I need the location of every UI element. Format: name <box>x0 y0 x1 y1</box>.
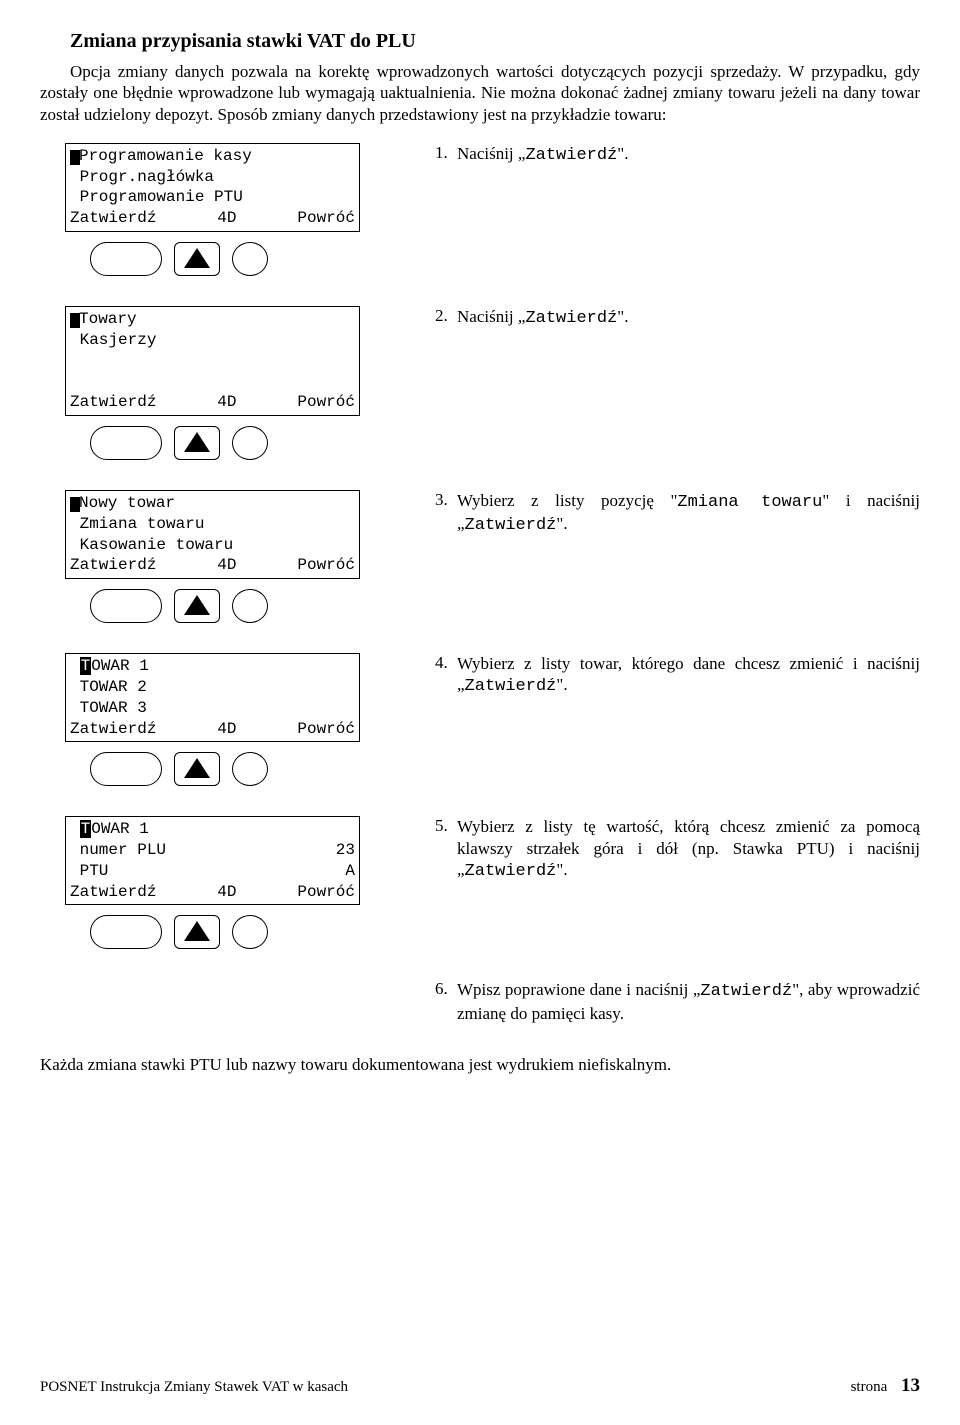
lcd-line: Programowanie PTU <box>70 187 355 208</box>
lcd-line: Kasowanie towaru <box>70 535 355 556</box>
section-heading: Zmiana przypisania stawki VAT do PLU <box>70 30 920 53</box>
lcd-line: TOWAR 3 <box>70 698 355 719</box>
lcd-line: TOWAR 1 <box>70 656 355 677</box>
cursor-icon <box>70 497 80 512</box>
closing-paragraph: Każda zmiana stawki PTU lub nazwy towaru… <box>40 1054 920 1076</box>
step-row: Nowy towar Zmiana towaru Kasowanie towar… <box>40 490 920 623</box>
lcd-line: TOWAR 1 <box>70 819 355 840</box>
lcd-line: TOWAR 2 <box>70 677 355 698</box>
button-row <box>90 752 390 786</box>
up-arrow-icon[interactable] <box>174 915 220 949</box>
button-back[interactable] <box>232 589 268 623</box>
lcd-display: Nowy towar Zmiana towaru Kasowanie towar… <box>65 490 360 579</box>
step-row: Programowanie kasy Progr.nagłówka Progra… <box>40 143 920 276</box>
button-confirm[interactable] <box>90 426 162 460</box>
steps-container: Programowanie kasy Progr.nagłówka Progra… <box>40 143 920 950</box>
step-left: TOWAR 1 numer PLU23 PTUAZatwierdź4DPowró… <box>65 816 390 949</box>
lcd-display: Towary Kasjerzy Zatwierdź4DPowróć <box>65 306 360 416</box>
step-left: Towary Kasjerzy Zatwierdź4DPowróć <box>65 306 390 460</box>
cursor-icon <box>70 150 80 165</box>
step-number: 1. <box>435 143 457 163</box>
lcd-display: TOWAR 1 TOWAR 2 TOWAR 3Zatwierdź4DPowróć <box>65 653 360 742</box>
lcd-line <box>70 351 355 372</box>
step-right: 3.Wybierz z listy pozycję "Zmiana towaru… <box>390 490 920 537</box>
button-row <box>90 915 390 949</box>
lcd-footer: Zatwierdź4DPowróć <box>70 555 355 576</box>
step-right: 2.Naciśnij „Zatwierdź". <box>390 306 920 329</box>
lcd-footer: Zatwierdź4DPowróć <box>70 719 355 740</box>
lcd-display: Programowanie kasy Progr.nagłówka Progra… <box>65 143 360 232</box>
lcd-line: Programowanie kasy <box>70 146 355 167</box>
step-number: 5. <box>435 816 457 836</box>
button-row <box>90 426 390 460</box>
lcd-footer: Zatwierdź4DPowróć <box>70 392 355 413</box>
button-row <box>90 589 390 623</box>
step-text: Naciśnij „Zatwierdź". <box>457 306 920 329</box>
up-arrow-icon[interactable] <box>174 589 220 623</box>
button-confirm[interactable] <box>90 915 162 949</box>
button-confirm[interactable] <box>90 752 162 786</box>
step-number: 4. <box>435 653 457 673</box>
inverted-char: T <box>80 820 92 838</box>
step-row: Towary Kasjerzy Zatwierdź4DPowróć 2.Naciś… <box>40 306 920 460</box>
step-text: Wybierz z listy pozycję "Zmiana towaru" … <box>457 490 920 537</box>
step-left: Programowanie kasy Progr.nagłówka Progra… <box>65 143 390 276</box>
step-right: 5.Wybierz z listy tę wartość, którą chce… <box>390 816 920 882</box>
step-right: 4.Wybierz z listy towar, którego dane ch… <box>390 653 920 698</box>
step-right: 1.Naciśnij „Zatwierdź". <box>390 143 920 166</box>
step-row: TOWAR 1 TOWAR 2 TOWAR 3Zatwierdź4DPowróć… <box>40 653 920 786</box>
button-back[interactable] <box>232 242 268 276</box>
lcd-line: Zmiana towaru <box>70 514 355 535</box>
page-footer: POSNET Instrukcja Zmiany Stawek VAT w ka… <box>40 1375 920 1397</box>
lcd-line: PTUA <box>70 861 355 882</box>
step-left: Nowy towar Zmiana towaru Kasowanie towar… <box>65 490 390 623</box>
footer-left: POSNET Instrukcja Zmiany Stawek VAT w ka… <box>40 1379 348 1396</box>
button-row <box>90 242 390 276</box>
lcd-line: Kasjerzy <box>70 330 355 351</box>
cursor-icon <box>70 313 80 328</box>
up-arrow-icon[interactable] <box>174 752 220 786</box>
step-left: TOWAR 1 TOWAR 2 TOWAR 3Zatwierdź4DPowróć <box>65 653 390 786</box>
intro-paragraph: Opcja zmiany danych pozwala na korektę w… <box>40 61 920 125</box>
inverted-char: T <box>80 657 92 675</box>
lcd-line: Nowy towar <box>70 493 355 514</box>
step-text: Wybierz z listy tę wartość, którą chcesz… <box>457 816 920 882</box>
up-arrow-icon[interactable] <box>174 242 220 276</box>
button-back[interactable] <box>232 426 268 460</box>
up-arrow-icon[interactable] <box>174 426 220 460</box>
step-row: TOWAR 1 numer PLU23 PTUAZatwierdź4DPowró… <box>40 816 920 949</box>
lcd-line: Towary <box>70 309 355 330</box>
step-number: 3. <box>435 490 457 510</box>
footer-right: strona 13 <box>851 1375 920 1397</box>
lcd-display: TOWAR 1 numer PLU23 PTUAZatwierdź4DPowró… <box>65 816 360 905</box>
step-6-row: 6. Wpisz poprawione dane i naciśnij „Zat… <box>40 979 920 1024</box>
button-back[interactable] <box>232 915 268 949</box>
step-number: 2. <box>435 306 457 326</box>
step-text: Wybierz z listy towar, którego dane chce… <box>457 653 920 698</box>
step-text: Wpisz poprawione dane i naciśnij „Zatwie… <box>457 979 920 1024</box>
button-back[interactable] <box>232 752 268 786</box>
step-number: 6. <box>435 979 457 999</box>
lcd-footer: Zatwierdź4DPowróć <box>70 208 355 229</box>
button-confirm[interactable] <box>90 589 162 623</box>
lcd-line: numer PLU23 <box>70 840 355 861</box>
lcd-footer: Zatwierdź4DPowróć <box>70 882 355 903</box>
button-confirm[interactable] <box>90 242 162 276</box>
lcd-line: Progr.nagłówka <box>70 167 355 188</box>
step-text: Naciśnij „Zatwierdź". <box>457 143 920 166</box>
